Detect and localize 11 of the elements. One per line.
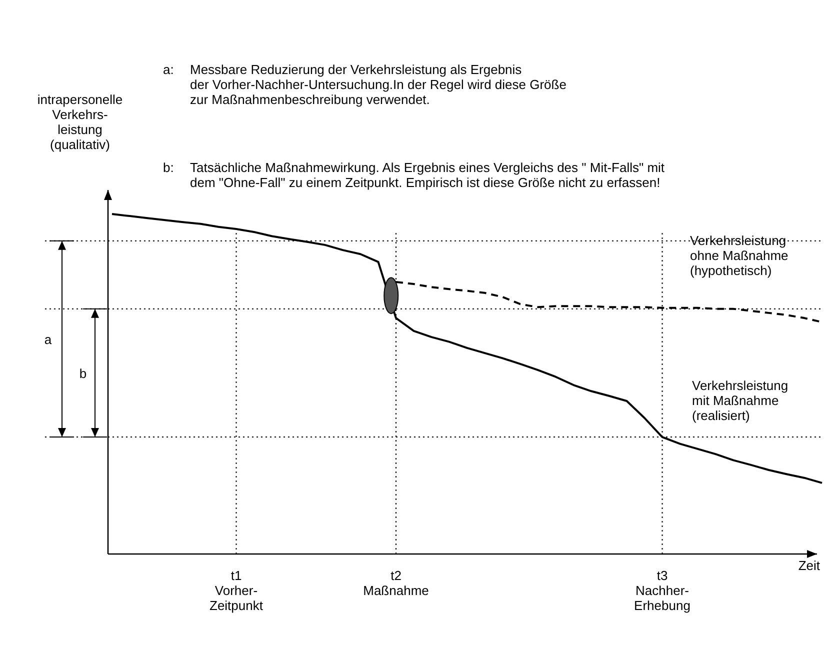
x-tick-label: t3 Nachher- Erhebung <box>634 568 690 613</box>
x-tick-label: t1 Vorher- Zeitpunkt <box>210 568 264 613</box>
series-label: Verkehrsleistung mit Maßnahme (realisiert) <box>692 378 788 423</box>
text: Verkehrsleistung ohne Maßnahme (hypothetisch) <box>690 233 788 278</box>
text: a: Messbare Reduzierung der Verkehrsleistung als Ergebnis der Vorher-Nachher-Untersuchung.In der Regel wird diese Größe zur Maßnahmenbeschreibung verwendet. <box>163 62 566 107</box>
text: b <box>79 366 87 381</box>
text: a <box>44 332 52 347</box>
x-tick-label: t2 Maßnahme <box>363 568 429 598</box>
x-axis-title: Zeit <box>798 558 820 573</box>
y-axis-title: intrapersonelle Verkehrs- leistung (qualitativ) <box>37 92 123 152</box>
text: b: Tatsächliche Maßnahmewirkung. Als Ergebnis eines Vergleichs des " Mit-Falls" mit dem "Ohne-Fall" zu einem Zeitpunkt. Empirisch ist diese Größe nicht zu erfassen! <box>163 160 665 190</box>
